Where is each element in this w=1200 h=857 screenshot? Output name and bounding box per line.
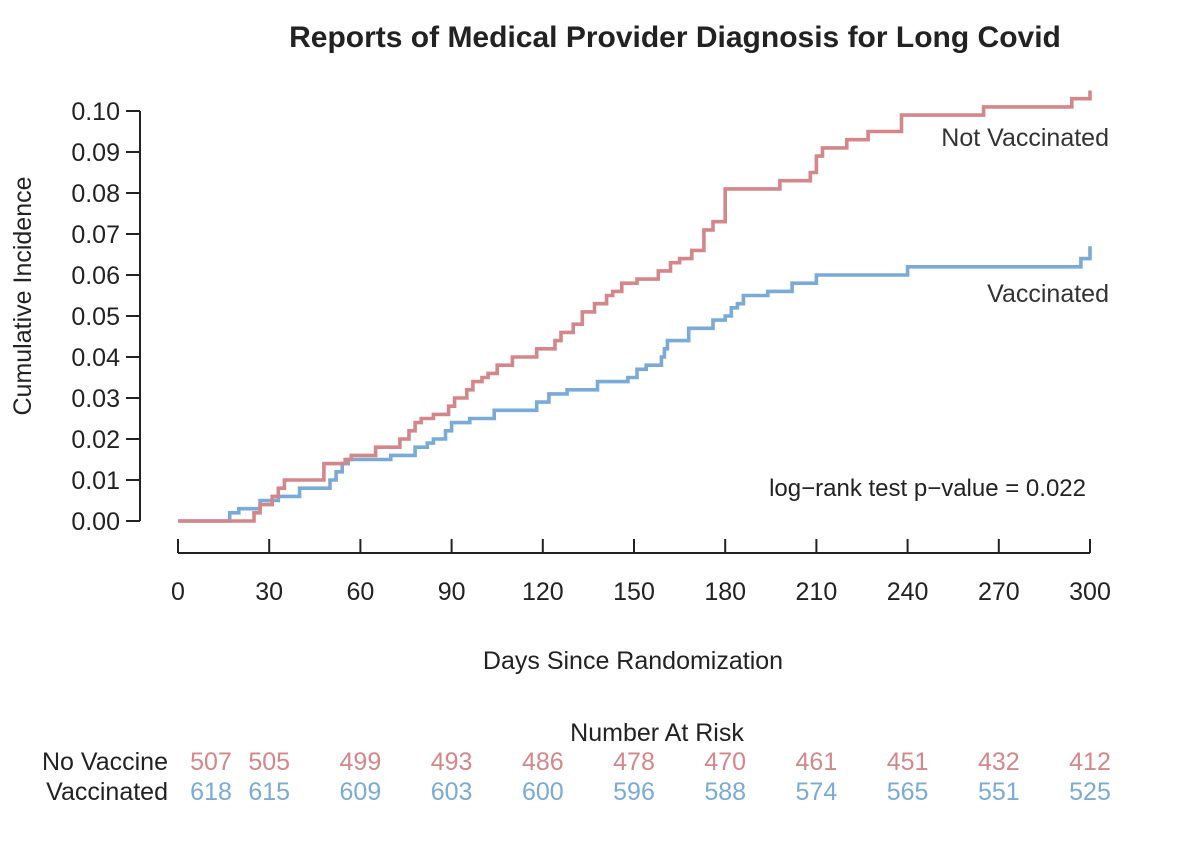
y-tick-label: 0.01	[71, 467, 120, 495]
x-tick-label: 270	[978, 578, 1020, 606]
y-tick-label: 0.04	[71, 344, 120, 372]
x-tick-label: 60	[346, 578, 374, 606]
series-label-not-vaccinated: Not Vaccinated	[941, 124, 1109, 152]
y-tick-label: 0.05	[71, 303, 120, 331]
y-tick-label: 0.09	[71, 139, 120, 167]
risk-value-no-vaccine: 507	[190, 748, 232, 776]
risk-value-vaccinated: 615	[248, 778, 290, 806]
risk-value-no-vaccine: 486	[522, 748, 564, 776]
risk-value-no-vaccine: 478	[613, 748, 655, 776]
x-tick-label: 30	[255, 578, 283, 606]
series-line-vaccinated	[178, 246, 1092, 523]
risk-value-no-vaccine: 451	[887, 748, 929, 776]
risk-value-vaccinated: 574	[796, 778, 838, 806]
y-tick-label: 0.02	[71, 426, 120, 454]
x-tick-label: 240	[887, 578, 929, 606]
risk-table-title: Number At Risk	[570, 719, 744, 747]
risk-value-vaccinated: 600	[522, 778, 564, 806]
risk-value-no-vaccine: 461	[796, 748, 838, 776]
risk-value-vaccinated: 596	[613, 778, 655, 806]
y-tick-label: 0.00	[71, 508, 120, 536]
x-tick-label: 120	[522, 578, 564, 606]
risk-value-vaccinated: 588	[704, 778, 746, 806]
x-tick-label: 210	[796, 578, 838, 606]
x-axis-label: Days Since Randomization	[483, 647, 783, 675]
risk-value-vaccinated: 609	[340, 778, 382, 806]
risk-value-no-vaccine: 505	[248, 748, 290, 776]
y-tick-label: 0.06	[71, 262, 120, 290]
risk-value-vaccinated: 551	[978, 778, 1020, 806]
x-tick-label: 0	[171, 578, 185, 606]
x-tick-label: 90	[438, 578, 466, 606]
risk-row-label-no-vaccine: No Vaccine	[42, 748, 168, 776]
x-tick-label: 150	[613, 578, 655, 606]
risk-value-vaccinated: 603	[431, 778, 473, 806]
risk-value-no-vaccine: 499	[340, 748, 382, 776]
y-tick-label: 0.07	[71, 221, 120, 249]
y-tick-label: 0.08	[71, 180, 120, 208]
risk-value-no-vaccine: 412	[1069, 748, 1111, 776]
risk-value-vaccinated: 565	[887, 778, 929, 806]
risk-value-no-vaccine: 432	[978, 748, 1020, 776]
risk-value-no-vaccine: 470	[704, 748, 746, 776]
y-tick-label: 0.10	[71, 98, 120, 126]
x-tick-label: 180	[704, 578, 746, 606]
chart-title: Reports of Medical Provider Diagnosis fo…	[289, 21, 1061, 54]
series-label-vaccinated: Vaccinated	[987, 280, 1109, 308]
y-tick-label: 0.03	[71, 385, 120, 413]
pvalue-annotation: log−rank test p−value = 0.022	[769, 475, 1086, 502]
risk-value-vaccinated: 618	[190, 778, 232, 806]
risk-value-vaccinated: 525	[1069, 778, 1111, 806]
series-line-not-vaccinated	[178, 90, 1092, 523]
y-axis-label: Cumulative Incidence	[9, 176, 37, 415]
risk-row-label-vaccinated: Vaccinated	[46, 778, 168, 806]
risk-value-no-vaccine: 493	[431, 748, 473, 776]
x-tick-label: 300	[1069, 578, 1111, 606]
